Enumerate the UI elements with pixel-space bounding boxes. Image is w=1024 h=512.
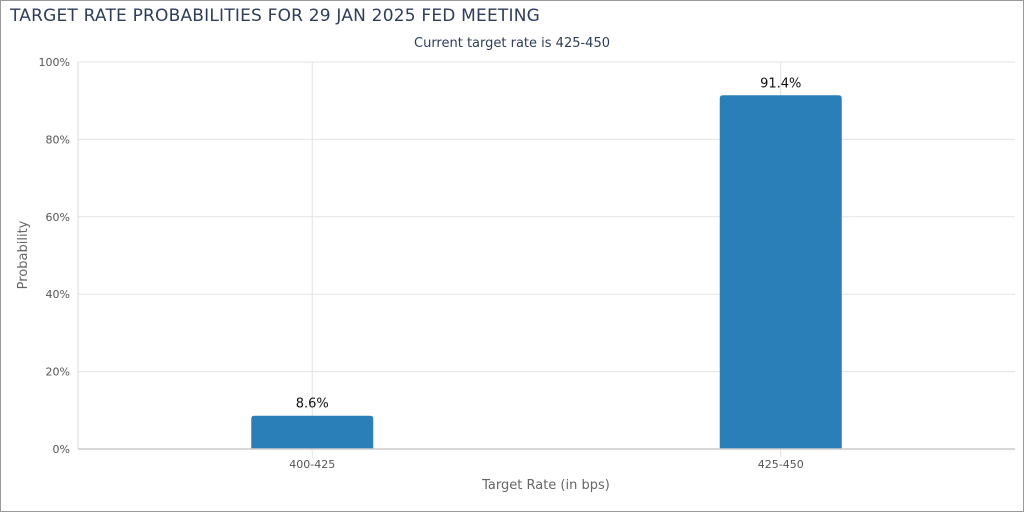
bar — [719, 95, 842, 450]
y-tick-label: 100% — [39, 56, 70, 69]
bar — [251, 415, 374, 449]
y-tick-label: 80% — [46, 133, 70, 146]
x-tick-label: 400-425 — [289, 458, 335, 471]
data-label: 8.6% — [296, 397, 329, 412]
x-tick-label: 425-450 — [758, 458, 804, 471]
y-tick-label: 0% — [53, 443, 70, 456]
y-axis-label: Probability — [16, 220, 31, 289]
y-tick-label: 20% — [46, 366, 70, 379]
y-tick-label: 60% — [46, 211, 70, 224]
data-label: 91.4% — [760, 76, 801, 91]
chart-subtitle: Current target rate is 425-450 — [414, 36, 610, 51]
chart-title: TARGET RATE PROBABILITIES FOR 29 JAN 202… — [10, 6, 540, 26]
x-axis-label: Target Rate (in bps) — [481, 478, 610, 493]
y-tick-label: 40% — [46, 288, 70, 301]
